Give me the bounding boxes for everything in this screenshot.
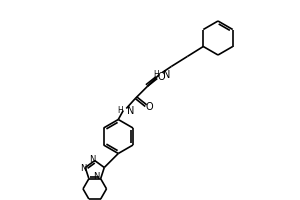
Text: N: N: [163, 70, 171, 79]
Text: H: H: [154, 70, 159, 79]
Text: N: N: [94, 172, 100, 181]
Text: H: H: [118, 106, 123, 115]
Text: O: O: [158, 72, 165, 82]
Text: N: N: [80, 164, 86, 173]
Text: N: N: [90, 155, 96, 164]
Text: O: O: [146, 102, 153, 112]
Text: N: N: [127, 106, 135, 116]
